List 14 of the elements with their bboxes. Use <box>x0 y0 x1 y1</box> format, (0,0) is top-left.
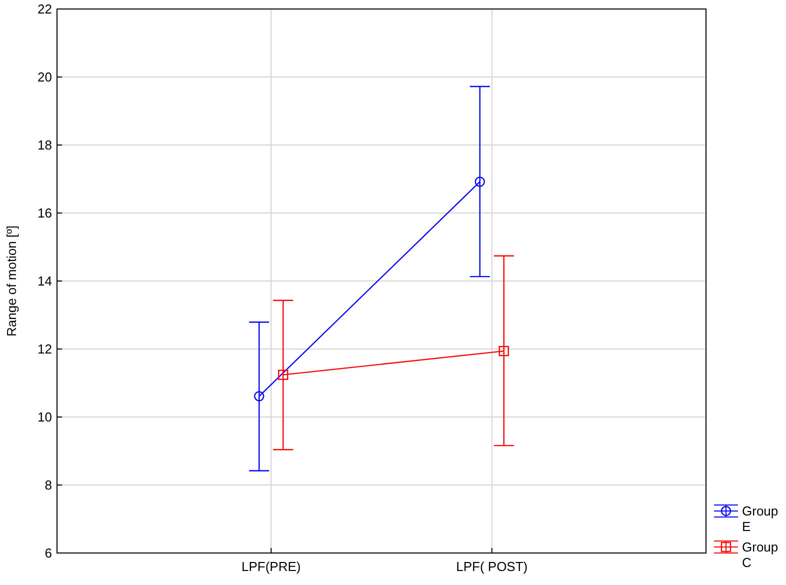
y-tick-label: 16 <box>38 206 52 221</box>
y-tick-label: 14 <box>38 274 52 289</box>
y-tick-label: 6 <box>44 546 52 561</box>
y-tick-label: 18 <box>38 138 52 153</box>
y-tick-label: 22 <box>38 2 52 17</box>
legend-label: Group E <box>742 504 778 534</box>
y-tick-label: 20 <box>38 70 52 85</box>
x-tick-label: LPF( POST) <box>456 559 528 574</box>
y-tick-label: 8 <box>44 478 52 493</box>
legend-label: Group C <box>742 540 778 570</box>
y-axis-title: Range of motion [º] <box>4 226 19 336</box>
y-tick-label: 10 <box>38 410 52 425</box>
y-tick-label: 12 <box>38 342 52 357</box>
x-tick-label: LPF(PRE) <box>242 559 301 574</box>
